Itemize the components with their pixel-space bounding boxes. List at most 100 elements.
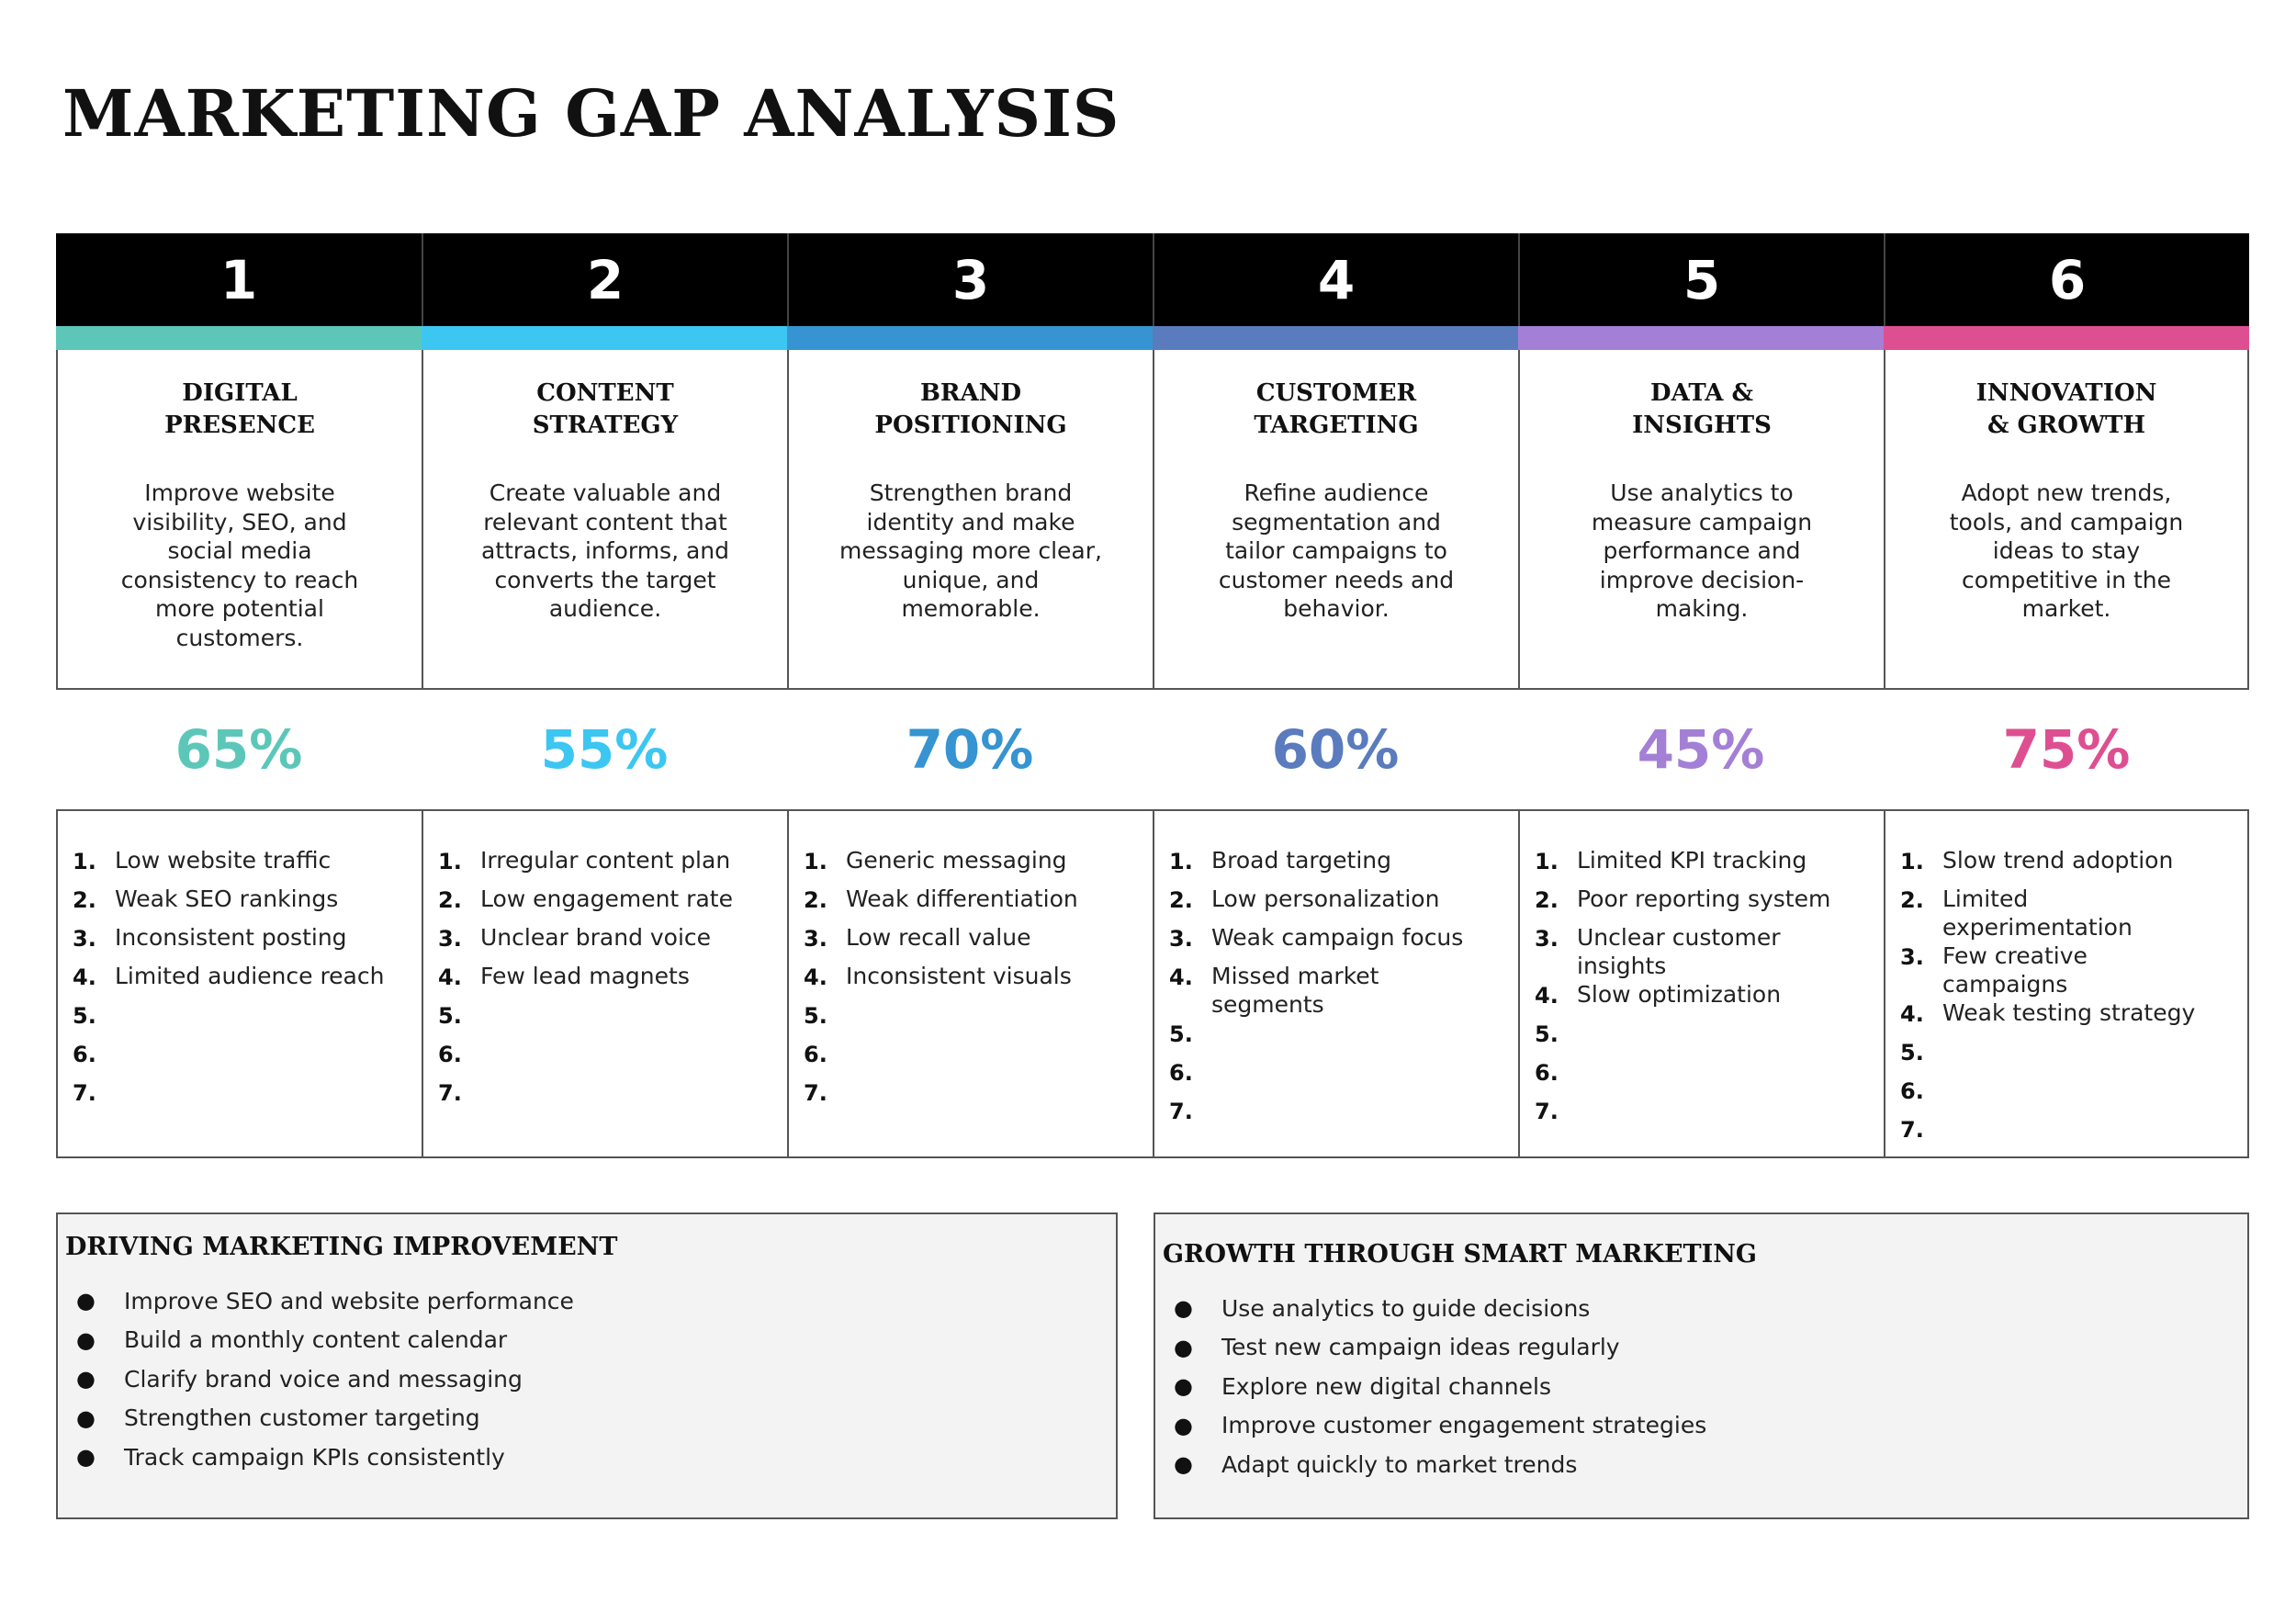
gap-number: 7.: [804, 1080, 827, 1106]
column-percent: 75%: [2002, 718, 2131, 781]
column-title-line2: TARGETING: [1254, 412, 1419, 439]
column-number: 1: [56, 233, 422, 326]
gap-number: 4.: [438, 964, 462, 990]
gap-item: 1. Generic messaging: [804, 846, 1138, 885]
column-description: Refine audience segmentation and tailor …: [1218, 479, 1455, 622]
improvement-item: ● Track campaign KPIs consistently: [76, 1438, 1109, 1477]
column-number: 5: [1518, 233, 1884, 326]
gap-item: 5.: [73, 1000, 407, 1039]
gap-text: Weak testing strategy: [1942, 999, 2196, 1026]
gap-column: 5 DATA & INSIGHTS Use analytics to measu…: [1518, 233, 1884, 1158]
gap-number: 3.: [1169, 926, 1193, 952]
gap-list: 1. Irregular content plan 2. Low engagemen…: [438, 846, 772, 1116]
gap-number: 1.: [1900, 849, 1924, 874]
gap-column: 1 DIGITAL PRESENCE Improve website visib…: [56, 233, 422, 1158]
gap-list: 1. Low website traffic 2. Weak SEO ranking…: [73, 846, 407, 1116]
column-title: INNOVATION & GROWTH: [1929, 378, 2204, 451]
gap-text: Inconsistent posting: [115, 924, 347, 951]
growth-item: ● Test new campaign ideas regularly: [1174, 1328, 2240, 1368]
column-number: 2: [422, 233, 787, 326]
gap-column: 4 CUSTOMER TARGETING Refine audience seg…: [1153, 233, 1518, 1158]
gap-item: 7.: [1900, 1114, 2233, 1153]
improvement-text: Strengthen customer targeting: [124, 1404, 480, 1432]
column-color-strip: [56, 326, 422, 350]
gap-number: 7.: [1169, 1099, 1193, 1124]
column-color-strip: [1153, 326, 1518, 350]
column-title-line1: BRAND: [919, 379, 1022, 407]
gap-columns: 1 DIGITAL PRESENCE Improve website visib…: [56, 233, 2249, 1158]
gap-number: 3.: [1535, 926, 1559, 952]
gap-column: 2 CONTENT STRATEGY Create valuable and r…: [422, 233, 787, 1158]
column-color-strip: [422, 326, 787, 350]
bullet-icon: ●: [76, 1404, 96, 1431]
page-title: MARKETING GAP ANALYSIS: [62, 75, 1120, 152]
gap-number: 6.: [438, 1042, 462, 1067]
improvement-list: ● Improve SEO and website performance ● Bu…: [65, 1281, 1109, 1477]
column-number: 4: [1153, 233, 1518, 326]
gap-list: 1. Generic messaging 2. Weak differentiati…: [804, 846, 1138, 1116]
gap-text: Slow trend adoption: [1942, 847, 2174, 874]
bullet-icon: ●: [1174, 1295, 1193, 1322]
gap-item: 6.: [438, 1039, 772, 1077]
improvement-item: ● Clarify brand voice and messaging: [76, 1359, 1109, 1399]
gap-number: 2.: [804, 887, 827, 913]
column-title-line1: INNOVATION: [1975, 379, 2157, 407]
column-description-box: DATA & INSIGHTS Use analytics to measure…: [1518, 350, 1884, 690]
gap-text: Unclear brand voice: [480, 924, 712, 951]
gap-number: 5.: [73, 1003, 96, 1029]
column-title-line1: DATA &: [1650, 379, 1753, 407]
gap-item: 4. Inconsistent visuals: [804, 962, 1138, 1000]
growth-panel-title: GROWTH THROUGH SMART MARKETING: [1163, 1240, 1757, 1269]
gap-item: 3. Low recall value: [804, 923, 1138, 962]
column-description-box: DIGITAL PRESENCE Improve website visibil…: [56, 350, 422, 690]
bullet-icon: ●: [1174, 1334, 1193, 1360]
gap-number: 3.: [804, 926, 827, 952]
gap-number: 2.: [1535, 887, 1559, 913]
gap-number: 6.: [1535, 1060, 1559, 1086]
gap-item: 4. Weak testing strategy: [1900, 998, 2233, 1037]
gap-number: 1.: [804, 849, 827, 874]
column-gaps-box: 1. Generic messaging 2. Weak differentiati…: [787, 809, 1153, 1158]
column-description: Use analytics to measure campaign perfor…: [1591, 479, 1813, 622]
gap-number: 4.: [804, 964, 827, 990]
gap-number: 2.: [1900, 887, 1924, 913]
column-title: CONTENT STRATEGY: [467, 378, 743, 451]
bullet-icon: ●: [1174, 1451, 1193, 1478]
gap-text: Missed market segments: [1211, 963, 1379, 1018]
column-description-box: INNOVATION & GROWTH Adopt new trends, to…: [1884, 350, 2249, 690]
gap-item: 7.: [1535, 1096, 1869, 1134]
gap-number: 1.: [73, 849, 96, 874]
column-number: 3: [787, 233, 1153, 326]
gap-item: 3. Inconsistent posting: [73, 923, 407, 962]
column-title: BRAND POSITIONING: [833, 378, 1109, 451]
gap-item: 3. Unclear brand voice: [438, 923, 772, 962]
gap-number: 2.: [438, 887, 462, 913]
gap-number: 3.: [438, 926, 462, 952]
bullet-icon: ●: [76, 1366, 96, 1393]
gap-item: 5.: [1169, 1019, 1503, 1057]
gap-list: 1. Limited KPI tracking 2. Poor reporting …: [1535, 846, 1869, 1134]
column-number: 6: [1884, 233, 2249, 326]
bullet-icon: ●: [76, 1444, 96, 1471]
column-color-strip: [1518, 326, 1884, 350]
gap-number: 7.: [1900, 1117, 1924, 1143]
gap-item: 2. Weak differentiation: [804, 885, 1138, 923]
bullet-icon: ●: [1174, 1412, 1193, 1438]
improvement-text: Track campaign KPIs consistently: [124, 1443, 505, 1471]
gap-item: 3. Few creative campaigns: [1900, 942, 2233, 998]
column-color-strip: [1884, 326, 2249, 350]
column-title-line1: DIGITAL: [182, 379, 298, 407]
gap-number: 4.: [73, 964, 96, 990]
gap-item: 3. Unclear customer insights: [1535, 923, 1869, 980]
column-description-box: BRAND POSITIONING Strengthen brand ident…: [787, 350, 1153, 690]
improvement-panel: DRIVING MARKETING IMPROVEMENT ● Improve S…: [56, 1212, 1118, 1519]
gap-item: 2. Poor reporting system: [1535, 885, 1869, 923]
gap-number: 7.: [73, 1080, 96, 1106]
column-description: Improve website visibility, SEO, and soc…: [120, 479, 359, 651]
gap-item: 2. Low personalization: [1169, 885, 1503, 923]
gap-text: Inconsistent visuals: [846, 963, 1072, 989]
gap-item: 5.: [1535, 1019, 1869, 1057]
gap-text: Limited audience reach: [115, 963, 385, 989]
column-title-line2: & GROWTH: [1986, 412, 2146, 439]
gap-item: 7.: [804, 1077, 1138, 1116]
